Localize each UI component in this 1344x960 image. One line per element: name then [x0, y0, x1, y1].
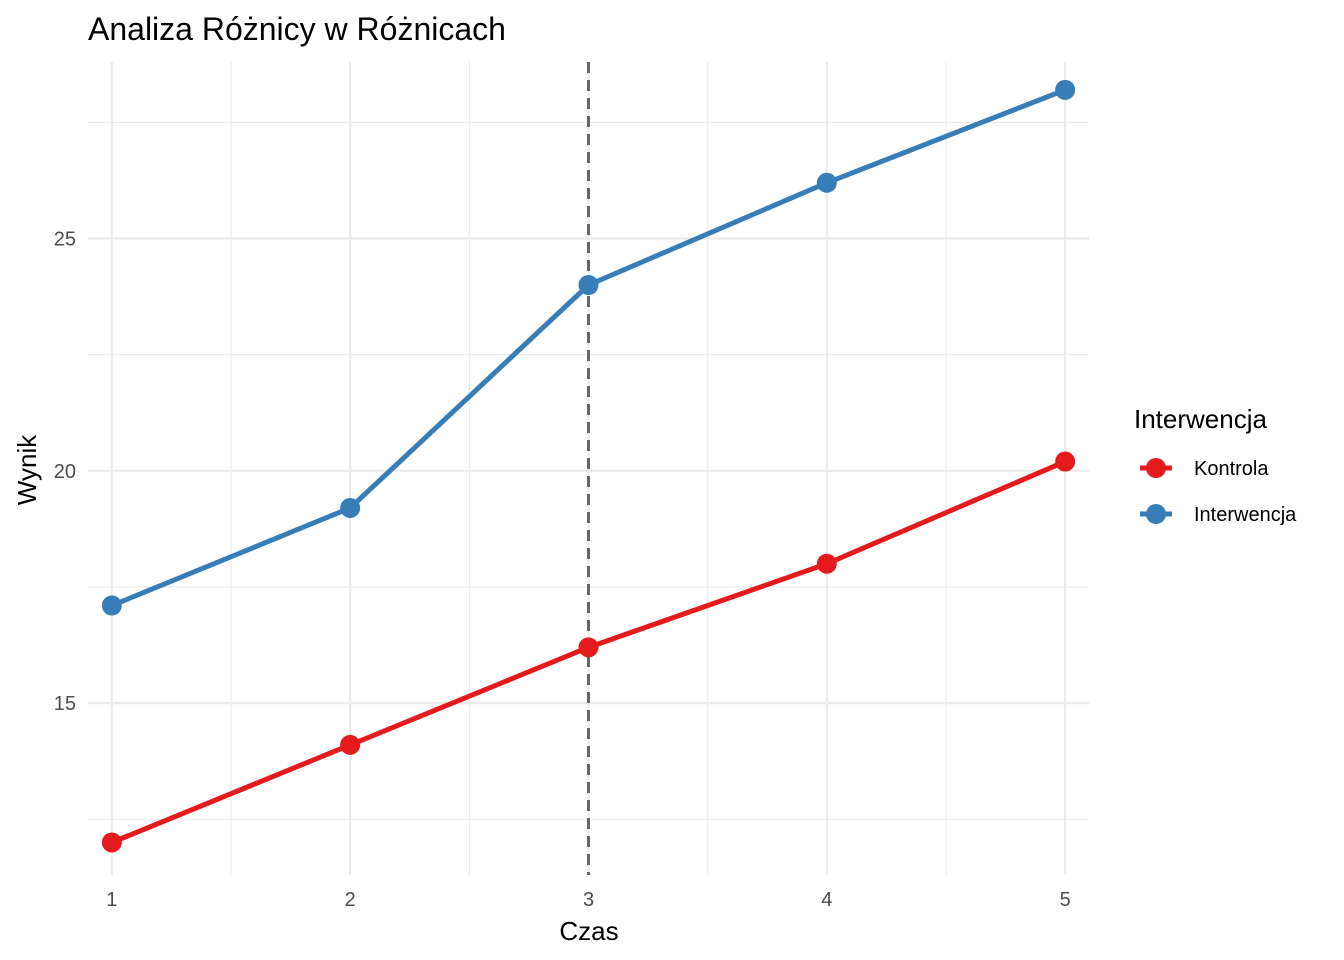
x-tick-label: 4 [821, 889, 832, 911]
y-tick-label: 25 [54, 229, 76, 251]
x-tick-labels: 1 2 3 4 5 [106, 889, 1070, 911]
x-tick-label: 5 [1060, 889, 1071, 911]
x-axis-title: Czas [559, 916, 618, 946]
legend-items: Kontrola Interwencja [1140, 458, 1297, 526]
legend-title: Interwencja [1134, 404, 1267, 434]
x-tick-label: 2 [345, 889, 356, 911]
x-tick-label: 1 [106, 889, 117, 911]
legend-key-point-interwencja [1146, 504, 1166, 524]
x-tick-label: 3 [583, 889, 594, 911]
data-point-kontrola [816, 553, 837, 574]
series-layer [101, 79, 1076, 853]
data-point-interwencja [816, 172, 837, 193]
data-point-interwencja [340, 497, 361, 518]
data-point-interwencja [578, 274, 599, 295]
y-tick-label: 15 [54, 693, 76, 715]
y-tick-label: 20 [54, 461, 76, 483]
data-point-interwencja [1055, 79, 1076, 100]
data-point-kontrola [340, 734, 361, 755]
data-point-kontrola [578, 637, 599, 658]
y-axis-title: Wynik [12, 434, 42, 506]
legend: Interwencja Kontrola Interwencja [1134, 404, 1297, 526]
y-tick-labels: 15 20 25 [54, 229, 76, 716]
data-point-kontrola [1055, 451, 1076, 472]
legend-label-interwencja: Interwencja [1194, 504, 1297, 526]
data-point-interwencja [101, 595, 122, 616]
chart-title: Analiza Różnicy w Różnicach [88, 11, 506, 47]
legend-label-kontrola: Kontrola [1194, 458, 1269, 480]
data-point-kontrola [101, 832, 122, 853]
legend-key-point-kontrola [1146, 458, 1166, 478]
